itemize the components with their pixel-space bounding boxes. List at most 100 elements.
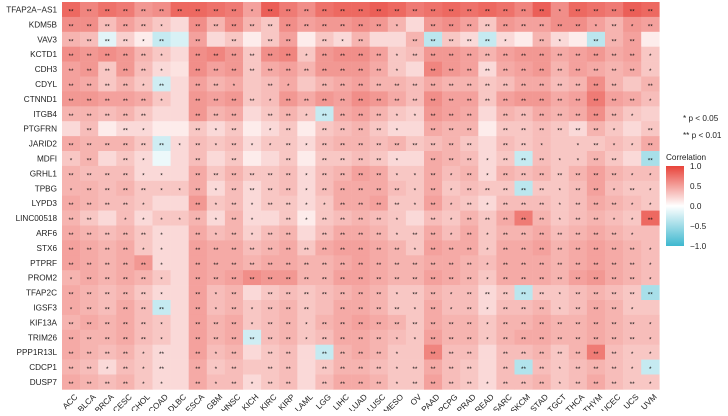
heatmap-cell bbox=[98, 2, 117, 18]
heatmap-cell bbox=[206, 210, 226, 226]
heatmap-cell bbox=[442, 121, 461, 137]
significance-mark: ** bbox=[557, 23, 563, 30]
significance-mark: * bbox=[160, 187, 163, 194]
heatmap-cell bbox=[134, 46, 153, 62]
row-label: ITGB4 bbox=[33, 110, 57, 119]
heatmap-cell bbox=[605, 300, 624, 316]
heatmap-cell bbox=[261, 314, 280, 331]
significance-mark: ** bbox=[87, 83, 93, 90]
heatmap-cell bbox=[243, 180, 262, 196]
heatmap-cell bbox=[424, 195, 443, 211]
heatmap-cell bbox=[623, 151, 642, 167]
heatmap-cell bbox=[460, 240, 479, 256]
significance-mark: ** bbox=[268, 306, 274, 313]
significance-mark: ** bbox=[268, 321, 274, 328]
significance-mark: ** bbox=[69, 336, 75, 343]
heatmap-cell bbox=[98, 314, 117, 331]
significance-mark: ** bbox=[485, 217, 491, 224]
heatmap-cell bbox=[550, 240, 570, 256]
significance-mark: ** bbox=[268, 113, 274, 120]
row-label: KCTD1 bbox=[30, 50, 57, 59]
significance-mark: ** bbox=[467, 247, 473, 254]
heatmap-cell bbox=[532, 225, 551, 241]
significance-mark: ** bbox=[195, 187, 201, 194]
significance-mark: ** bbox=[539, 68, 545, 75]
significance-mark: ** bbox=[123, 202, 129, 209]
significance-mark: ** bbox=[412, 292, 418, 299]
significance-mark: ** bbox=[87, 351, 93, 358]
heatmap-cell bbox=[170, 16, 189, 33]
significance-mark: ** bbox=[485, 98, 491, 105]
heatmap-cell bbox=[641, 195, 660, 211]
significance-mark: * bbox=[396, 351, 399, 358]
heatmap-cell bbox=[116, 151, 135, 167]
heatmap-cell bbox=[279, 180, 298, 196]
heatmap-cell bbox=[315, 225, 334, 241]
heatmap-cell bbox=[297, 46, 316, 62]
significance-mark: ** bbox=[612, 202, 618, 209]
significance-mark: ** bbox=[431, 202, 437, 209]
heatmap-cell bbox=[80, 61, 99, 77]
heatmap-cell bbox=[315, 31, 334, 47]
row-label: CDYL bbox=[35, 80, 57, 89]
heatmap-cell bbox=[424, 180, 443, 196]
heatmap-cell bbox=[405, 121, 425, 137]
significance-mark: ** bbox=[231, 157, 237, 164]
significance-mark: ** bbox=[412, 381, 418, 388]
row-label: ARF6 bbox=[36, 229, 57, 238]
significance-mark: ** bbox=[141, 336, 147, 343]
heatmap-cell bbox=[333, 136, 352, 152]
significance-mark: * bbox=[215, 366, 218, 373]
significance-mark: * bbox=[631, 202, 634, 209]
heatmap-cell bbox=[387, 225, 407, 241]
significance-mark: * bbox=[558, 202, 561, 209]
significance-mark: * bbox=[305, 217, 308, 224]
significance-mark: ** bbox=[340, 262, 346, 269]
significance-mark: ** bbox=[431, 38, 437, 45]
heatmap-cell bbox=[261, 300, 280, 316]
significance-mark: * bbox=[70, 306, 73, 313]
significance-mark: ** bbox=[195, 38, 201, 45]
heatmap-cell bbox=[496, 16, 515, 33]
heatmap-cell bbox=[514, 61, 533, 77]
significance-mark: ** bbox=[503, 128, 509, 135]
significance-mark: ** bbox=[376, 202, 382, 209]
heatmap-cell bbox=[514, 106, 533, 122]
heatmap-cell bbox=[170, 240, 189, 256]
heatmap-cell bbox=[206, 91, 226, 107]
heatmap-cell bbox=[586, 225, 606, 241]
significance-mark: ** bbox=[539, 98, 545, 105]
significance-mark: ** bbox=[87, 172, 93, 179]
heatmap-cell bbox=[152, 2, 171, 18]
significance-mark: ** bbox=[612, 247, 618, 254]
heatmap-cell bbox=[351, 285, 370, 301]
heatmap-cell bbox=[478, 106, 497, 122]
heatmap-cell bbox=[605, 210, 624, 226]
heatmap-cell bbox=[261, 2, 280, 18]
heatmap-cell bbox=[206, 136, 226, 152]
heatmap-cell bbox=[243, 136, 262, 152]
heatmap-cell bbox=[568, 16, 588, 33]
significance-mark: ** bbox=[268, 53, 274, 60]
significance-mark: ** bbox=[159, 366, 165, 373]
significance-mark: * bbox=[142, 172, 145, 179]
significance-mark: ** bbox=[304, 292, 310, 299]
heatmap-cell bbox=[188, 300, 208, 316]
significance-mark: ** bbox=[431, 68, 437, 75]
heatmap-cell bbox=[605, 240, 624, 256]
significance-mark: ** bbox=[69, 292, 75, 299]
heatmap-cell bbox=[134, 329, 153, 345]
heatmap-cell bbox=[152, 180, 171, 196]
significance-mark: ** bbox=[69, 143, 75, 150]
heatmap-cell bbox=[478, 2, 497, 18]
significance-mark: * bbox=[450, 306, 453, 313]
significance-mark: ** bbox=[593, 128, 599, 135]
significance-mark: ** bbox=[412, 232, 418, 239]
heatmap-cell bbox=[351, 136, 370, 152]
heatmap-cell bbox=[641, 225, 660, 241]
significance-mark: ** bbox=[431, 172, 437, 179]
significance-mark: ** bbox=[231, 306, 237, 313]
significance-mark: ** bbox=[141, 113, 147, 120]
significance-mark: ** bbox=[358, 53, 364, 60]
heatmap-cell bbox=[496, 46, 515, 62]
